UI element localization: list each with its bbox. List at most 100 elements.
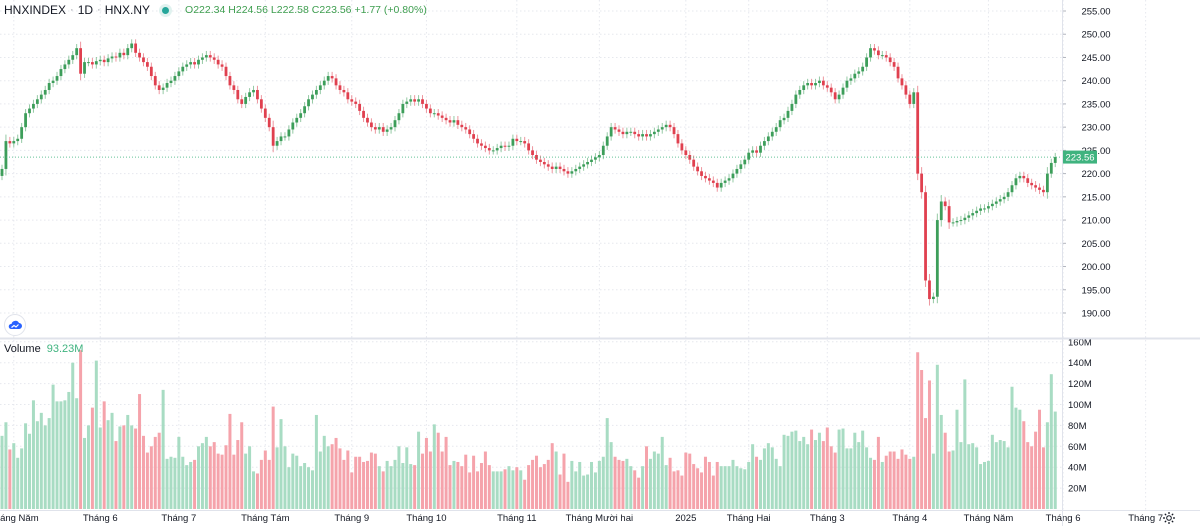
candle-body bbox=[578, 166, 582, 169]
candle bbox=[483, 141, 487, 153]
candle-body bbox=[987, 206, 990, 209]
low-value: 222.58 bbox=[276, 4, 309, 16]
volume-bar bbox=[983, 461, 986, 509]
candle bbox=[354, 97, 358, 109]
candle bbox=[106, 54, 110, 67]
market-status-dot-icon bbox=[162, 6, 170, 14]
candle-body bbox=[652, 131, 656, 135]
candle bbox=[59, 64, 63, 81]
settings-gear-icon[interactable] bbox=[1162, 511, 1176, 525]
interval[interactable]: 1D bbox=[77, 3, 94, 17]
candle bbox=[637, 129, 641, 141]
candle-body bbox=[146, 62, 149, 67]
volume-bar bbox=[865, 447, 869, 509]
volume-bar bbox=[566, 481, 570, 509]
candle bbox=[1053, 152, 1057, 168]
candle-body bbox=[354, 101, 358, 104]
candle bbox=[558, 162, 562, 174]
candle bbox=[947, 199, 951, 229]
volume-bar bbox=[468, 472, 472, 509]
candle-body bbox=[582, 164, 586, 167]
candle bbox=[1049, 158, 1053, 178]
candle bbox=[212, 53, 216, 64]
candle-body bbox=[778, 120, 782, 128]
candle-body bbox=[204, 55, 208, 58]
candle-body bbox=[656, 129, 660, 132]
candle-body bbox=[786, 110, 790, 118]
symbol-name[interactable]: HNXINDEX bbox=[4, 3, 67, 17]
candle-body bbox=[570, 171, 574, 174]
candle bbox=[79, 41, 82, 81]
candle-body bbox=[1053, 157, 1057, 163]
candle bbox=[248, 88, 251, 102]
candle bbox=[346, 88, 350, 104]
candle bbox=[818, 76, 821, 88]
candle-body bbox=[531, 150, 534, 156]
volume-bar bbox=[358, 456, 362, 509]
cloud-logo-icon[interactable] bbox=[4, 314, 26, 336]
volume-bar bbox=[318, 451, 322, 509]
candle-body bbox=[315, 89, 318, 95]
candle bbox=[900, 74, 904, 90]
candle-body bbox=[491, 150, 495, 152]
volume-bar bbox=[39, 412, 43, 509]
candle bbox=[193, 57, 196, 69]
volume-bar bbox=[829, 446, 833, 509]
volume-bar bbox=[723, 466, 727, 509]
volume-bar bbox=[967, 444, 971, 509]
volume-tick-label: 40M bbox=[1068, 463, 1087, 474]
volume-bar bbox=[122, 425, 126, 509]
candle-body bbox=[326, 76, 330, 81]
candle-body bbox=[224, 66, 228, 77]
grid bbox=[0, 0, 1147, 510]
volume-bar bbox=[24, 423, 28, 509]
volume-bar bbox=[283, 446, 287, 509]
volume-bar bbox=[436, 432, 440, 509]
volume-bar bbox=[271, 406, 275, 509]
volume-bar bbox=[189, 461, 193, 509]
candle-body bbox=[480, 143, 483, 146]
volume-label[interactable]: Volume bbox=[4, 343, 41, 355]
candle-body bbox=[955, 220, 959, 223]
candle-body bbox=[998, 199, 1002, 202]
candle bbox=[763, 136, 766, 150]
candle-body bbox=[790, 103, 794, 111]
candle bbox=[951, 218, 955, 227]
candle bbox=[550, 162, 554, 174]
candle-body bbox=[519, 141, 523, 143]
volume-bar bbox=[916, 352, 920, 509]
volume-bar bbox=[810, 429, 814, 509]
candle bbox=[114, 52, 118, 62]
volume-bar bbox=[849, 448, 853, 509]
candle-body bbox=[908, 94, 912, 104]
candle-body bbox=[401, 103, 405, 114]
candle-body bbox=[71, 55, 75, 60]
candle-body bbox=[444, 117, 448, 121]
candle-body bbox=[546, 164, 550, 167]
volume-bar bbox=[0, 435, 4, 509]
candle bbox=[704, 171, 707, 183]
candle-body bbox=[928, 280, 931, 300]
candle-body bbox=[153, 76, 157, 86]
candle-body bbox=[574, 168, 578, 172]
candle bbox=[405, 97, 409, 109]
candle bbox=[149, 62, 153, 81]
volume-bar bbox=[511, 470, 515, 509]
volume-bar bbox=[94, 360, 98, 509]
candle bbox=[664, 120, 668, 132]
candle bbox=[334, 74, 338, 90]
candle bbox=[574, 164, 578, 176]
volume-bar bbox=[432, 424, 436, 509]
volume-bar bbox=[114, 441, 118, 509]
time-tick-label: Tháng 6 bbox=[83, 513, 118, 524]
candle bbox=[197, 55, 200, 69]
candle-body bbox=[366, 117, 369, 123]
candle bbox=[849, 74, 853, 85]
candle-body bbox=[759, 145, 762, 153]
volume-bar bbox=[456, 461, 460, 509]
candle bbox=[448, 115, 452, 127]
volume-bar bbox=[931, 453, 935, 509]
candle-body bbox=[330, 76, 334, 79]
